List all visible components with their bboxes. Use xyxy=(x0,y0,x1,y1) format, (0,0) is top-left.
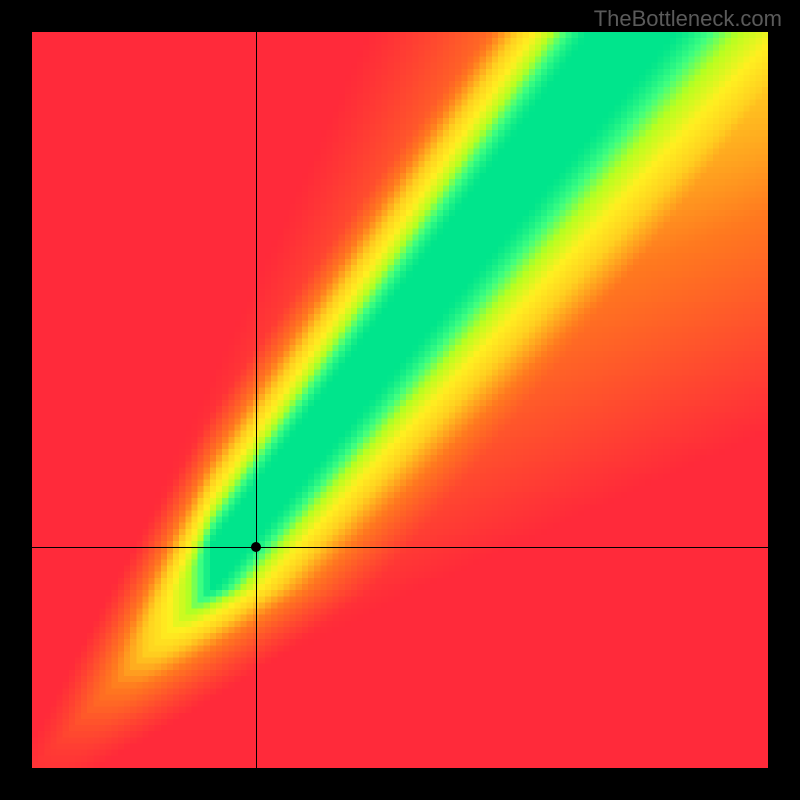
heatmap-plot xyxy=(32,32,768,768)
watermark-text: TheBottleneck.com xyxy=(594,6,782,32)
heatmap-canvas xyxy=(32,32,768,768)
